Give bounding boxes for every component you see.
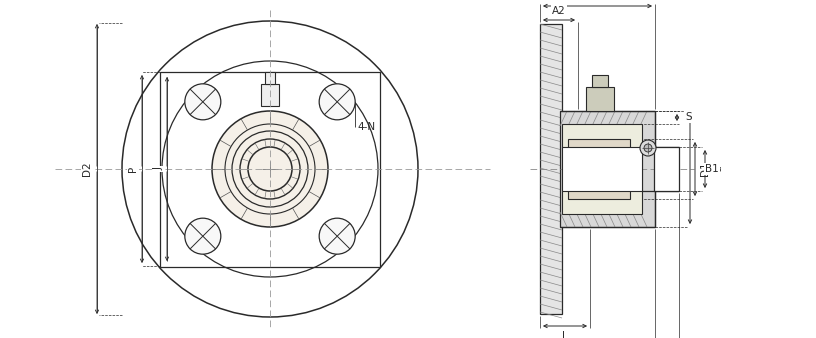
Bar	[562, 124, 642, 214]
Bar	[560, 111, 655, 227]
Text: S: S	[685, 112, 692, 122]
Bar	[562, 147, 642, 191]
Text: B1: B1	[705, 164, 719, 174]
Bar	[654, 147, 679, 191]
Text: D2: D2	[82, 162, 92, 176]
Text: D1: D1	[700, 162, 710, 176]
Bar	[586, 87, 614, 111]
Text: P: P	[128, 166, 138, 172]
Bar	[261, 84, 279, 106]
Circle shape	[185, 84, 221, 120]
Bar	[568, 139, 630, 199]
Circle shape	[640, 140, 656, 156]
Text: J: J	[154, 168, 164, 170]
Circle shape	[319, 218, 355, 254]
Text: L: L	[562, 331, 568, 338]
Text: 4-N: 4-N	[357, 122, 375, 132]
Text: A2: A2	[552, 6, 565, 16]
Bar	[160, 72, 380, 267]
Text: d: d	[713, 166, 723, 172]
Bar	[592, 75, 608, 87]
Bar	[540, 24, 562, 314]
Bar	[265, 72, 275, 84]
Circle shape	[212, 111, 328, 227]
Circle shape	[185, 218, 221, 254]
Circle shape	[644, 144, 652, 152]
Circle shape	[319, 84, 355, 120]
Text: Z: Z	[593, 0, 601, 2]
